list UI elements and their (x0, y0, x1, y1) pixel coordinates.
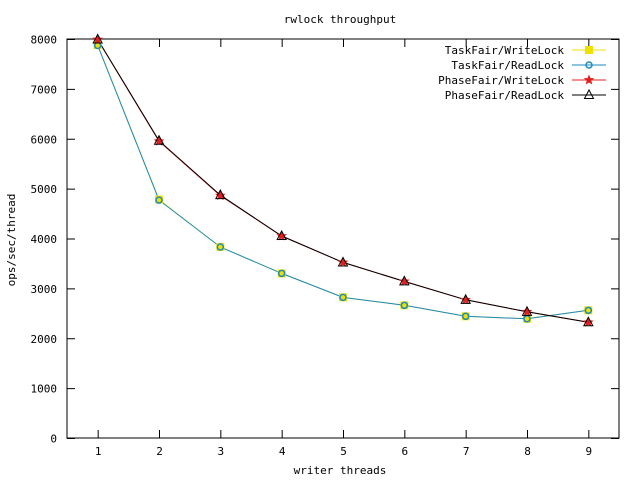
data-point-s3-6 (460, 293, 471, 304)
data-point-s2-5 (399, 275, 410, 286)
data-point-s2-6 (460, 294, 471, 305)
x-tick-label: 9 (586, 445, 593, 458)
x-tick-label: 3 (218, 445, 225, 458)
data-point-s3-2 (215, 189, 226, 200)
data-point-s1-8 (584, 306, 593, 315)
data-point-s3-7 (521, 305, 533, 316)
legend-label: TaskFair/ReadLock (451, 59, 564, 72)
legend-marker-0 (585, 46, 593, 54)
legend-label: PhaseFair/WriteLock (438, 74, 564, 87)
x-tick-label: 4 (279, 445, 286, 458)
legend-label: TaskFair/WriteLock (445, 44, 565, 57)
legend-marker-3 (583, 88, 595, 99)
data-point-s2-1 (153, 135, 165, 146)
data-point-s3-0 (92, 33, 103, 44)
x-tick-label: 2 (156, 445, 163, 458)
y-axis-label: ops/sec/thread (5, 194, 18, 287)
legend-label: PhaseFair/ReadLock (445, 89, 565, 102)
data-point-s1-4 (339, 293, 347, 302)
data-point-s2-8 (583, 316, 594, 327)
legend-marker-1 (585, 61, 593, 69)
y-tick-label: 6000 (31, 133, 58, 146)
y-tick-label: 4000 (31, 233, 58, 246)
data-point-s2-0 (92, 33, 103, 44)
data-point-s3-5 (399, 275, 410, 286)
x-tick-label: 1 (95, 445, 102, 458)
data-point-s1-3 (277, 269, 286, 278)
data-point-s1-6 (461, 312, 470, 321)
x-axis-label: writer threads (294, 464, 387, 477)
y-tick-label: 0 (50, 433, 57, 446)
y-tick-label: 3000 (31, 283, 58, 296)
data-point-s1-0 (93, 41, 102, 50)
y-tick-label: 2000 (31, 333, 58, 346)
x-tick-label: 6 (402, 445, 409, 458)
data-point-s3-8 (583, 316, 594, 327)
data-point-s1-5 (400, 301, 409, 310)
data-point-s1-2 (216, 243, 225, 251)
series-markers (92, 33, 594, 327)
x-tick-label: 8 (524, 445, 531, 458)
axes: 0 1000 2000 3000 4000 5000 6000 7000 8000 1 2 3 4 5 6 7… (31, 34, 620, 458)
legend-marker-2 (583, 74, 595, 85)
data-point-s3-1 (153, 134, 165, 145)
data-point-s3-4 (337, 256, 349, 267)
data-point-s2-7 (521, 306, 533, 317)
x-tick-label: 5 (340, 445, 347, 458)
y-tick-label: 7000 (31, 83, 58, 96)
data-point-s3-3 (276, 229, 287, 241)
y-tick-label: 8000 (31, 34, 58, 47)
data-point-s1-1 (155, 196, 163, 204)
y-tick-label: 1000 (31, 383, 58, 396)
y-tick-label: 5000 (31, 183, 58, 196)
data-point-s2-4 (337, 256, 349, 267)
data-point-s2-2 (215, 190, 226, 201)
x-tick-label: 7 (463, 445, 470, 458)
data-point-s2-3 (276, 230, 287, 241)
chart-title: rwlock throughput (284, 13, 397, 26)
legend: TaskFair/WriteLock TaskFair/ReadLock Phase… (438, 44, 606, 102)
